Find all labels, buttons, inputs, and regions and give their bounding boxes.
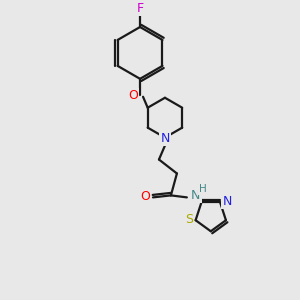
Text: N: N xyxy=(222,195,232,208)
Text: N: N xyxy=(191,189,200,202)
Text: H: H xyxy=(199,184,207,194)
Text: F: F xyxy=(136,2,144,15)
Text: O: O xyxy=(140,190,150,203)
Text: N: N xyxy=(160,132,170,145)
Text: O: O xyxy=(128,89,138,102)
Text: S: S xyxy=(184,213,193,226)
